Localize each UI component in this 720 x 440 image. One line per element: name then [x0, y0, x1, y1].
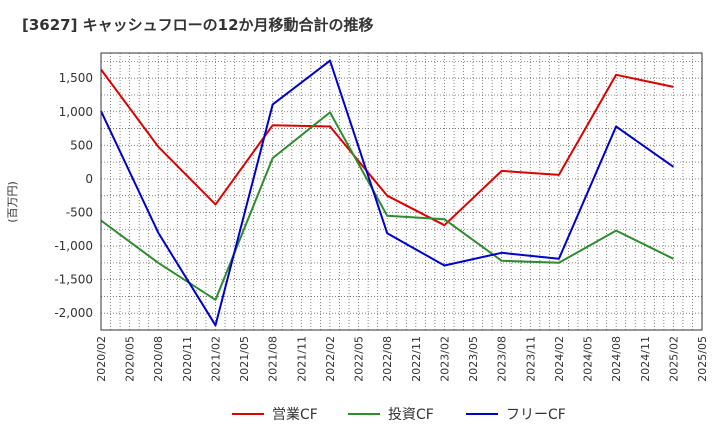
x-tick-label: 2023/11 [524, 336, 537, 382]
x-tick-label: 2024/08 [610, 336, 623, 382]
chart-title: [3627] キャッシュフローの12か月移動合計の推移 [22, 16, 374, 34]
series-line [100, 68, 674, 227]
x-tick-label: 2021/08 [267, 336, 280, 382]
series-line [100, 111, 674, 301]
x-tick-label: 2025/02 [667, 336, 680, 382]
legend: 営業CF 投資CF フリーCF [232, 407, 566, 423]
legend-label: 投資CF [388, 407, 434, 423]
x-tick-label: 2021/02 [209, 336, 222, 382]
y-tick-label: 1,500 [59, 71, 93, 85]
y-tick-label: -1,500 [54, 273, 93, 287]
series-line [100, 59, 674, 327]
x-tick-label: 2020/05 [124, 336, 137, 382]
x-tick-label: 2023/02 [438, 336, 451, 382]
y-tick-label: 0 [85, 172, 93, 186]
legend-label: フリーCF [506, 407, 566, 423]
y-tick-label: 1,000 [59, 105, 93, 119]
x-tick-label: 2021/05 [238, 336, 251, 382]
x-tick-label: 2023/05 [467, 336, 480, 382]
x-tick-label: 2023/08 [496, 336, 509, 382]
y-tick-label: 500 [70, 138, 93, 152]
x-tick-label: 2020/02 [95, 336, 108, 382]
legend-label: 営業CF [272, 407, 318, 423]
y-tick-label: -2,000 [54, 306, 93, 320]
y-tick-label: -1,000 [54, 239, 93, 253]
x-tick-label: 2025/05 [696, 336, 709, 382]
x-tick-label: 2024/05 [582, 336, 595, 382]
x-tick-label: 2022/08 [381, 336, 394, 382]
x-tick-label: 2022/11 [410, 336, 423, 382]
x-tick-label: 2020/08 [152, 336, 165, 382]
y-axis-label: (百万円) [6, 181, 19, 223]
x-tick-label: 2020/11 [181, 336, 194, 382]
x-tick-label: 2022/02 [324, 336, 337, 382]
x-tick-label: 2024/11 [639, 336, 652, 382]
grid-layer [101, 53, 702, 330]
y-tick-label: -500 [66, 205, 93, 219]
x-tick-label: 2021/11 [295, 336, 308, 382]
plot-frame [100, 52, 703, 331]
axis-layer: 1,500 1,000 500 0 -500 -1,000 -1,500 -2,000 2020… [54, 71, 709, 382]
x-tick-label: 2022/05 [353, 336, 366, 382]
series-layer [100, 59, 674, 327]
plot-background [101, 53, 702, 330]
x-tick-label: 2024/02 [553, 336, 566, 382]
